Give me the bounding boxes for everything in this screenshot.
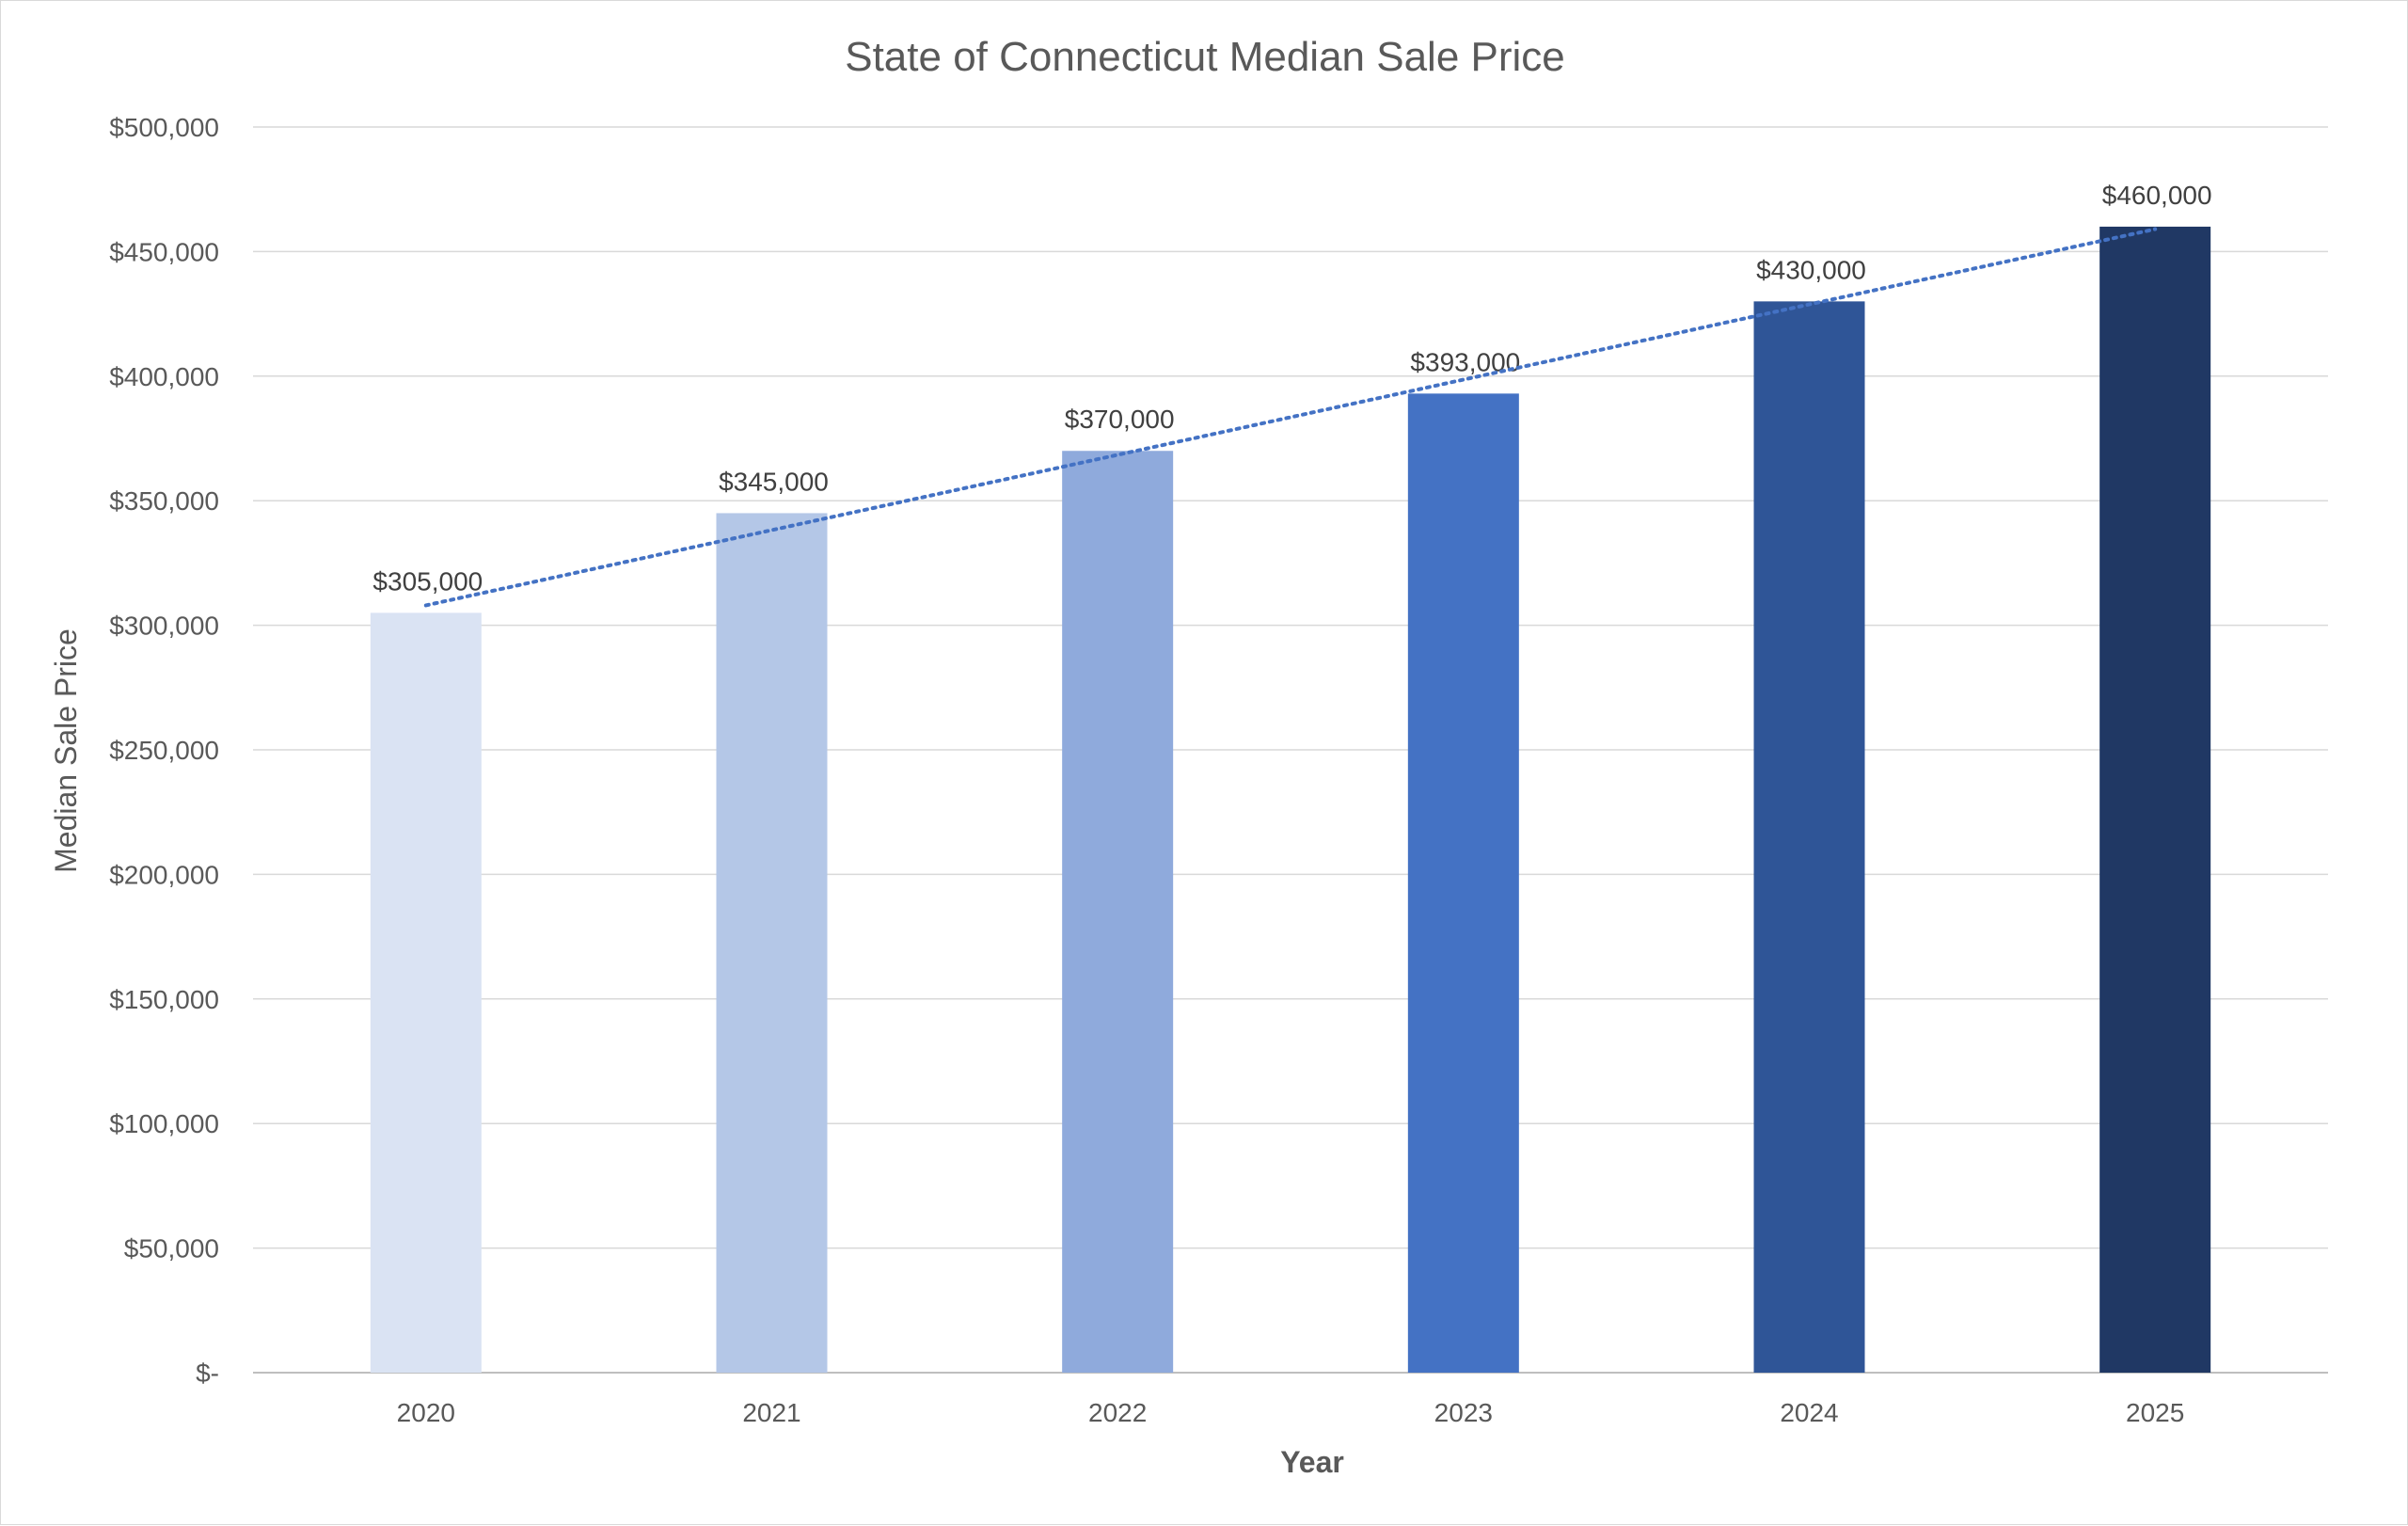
y-tick-label: $300,000 <box>109 612 219 641</box>
trendline <box>423 227 2158 608</box>
data-label: $460,000 <box>2102 181 2212 210</box>
y-tick-label: $500,000 <box>109 113 219 142</box>
x-tick-label: 2025 <box>2126 1398 2184 1427</box>
y-tick-label: $350,000 <box>109 486 219 516</box>
x-axis-ticks: 2020 2021 2022 2023 2024 2025 <box>397 1398 2185 1427</box>
bars <box>370 226 2211 1374</box>
data-label: $345,000 <box>719 467 829 496</box>
bar <box>370 612 482 1373</box>
y-tick-label: $100,000 <box>109 1109 219 1138</box>
chart-title: State of Connecticut Median Sale Price <box>845 34 1565 80</box>
y-tick-label: $150,000 <box>109 985 219 1014</box>
y-tick-label: $200,000 <box>109 860 219 889</box>
gridlines <box>253 126 2328 1374</box>
y-tick-label: $50,000 <box>124 1234 219 1264</box>
bar <box>1753 301 1865 1373</box>
y-tick-label: $- <box>196 1359 219 1388</box>
y-tick-label: $450,000 <box>109 237 219 266</box>
bar <box>1407 393 1519 1374</box>
bar <box>1062 451 1174 1373</box>
data-label: $430,000 <box>1756 255 1866 284</box>
y-tick-label: $400,000 <box>109 362 219 391</box>
data-labels: $305,000$345,000$370,000$393,000$430,000… <box>372 181 2211 596</box>
data-label: $370,000 <box>1065 405 1175 434</box>
bar <box>2099 226 2211 1373</box>
x-axis-title: Year <box>1280 1445 1344 1479</box>
y-tick-label: $250,000 <box>109 736 219 765</box>
x-tick-label: 2023 <box>1434 1398 1493 1427</box>
y-axis-ticks: $- $50,000 $100,000 $150,000 $200,000 $250,00… <box>109 113 219 1388</box>
bar <box>716 513 828 1373</box>
y-axis-title: Median Sale Price <box>49 628 83 873</box>
x-tick-label: 2020 <box>397 1398 455 1427</box>
x-tick-label: 2024 <box>1780 1398 1838 1427</box>
x-tick-label: 2021 <box>742 1398 800 1427</box>
x-tick-label: 2022 <box>1088 1398 1147 1427</box>
data-label: $305,000 <box>372 566 483 596</box>
